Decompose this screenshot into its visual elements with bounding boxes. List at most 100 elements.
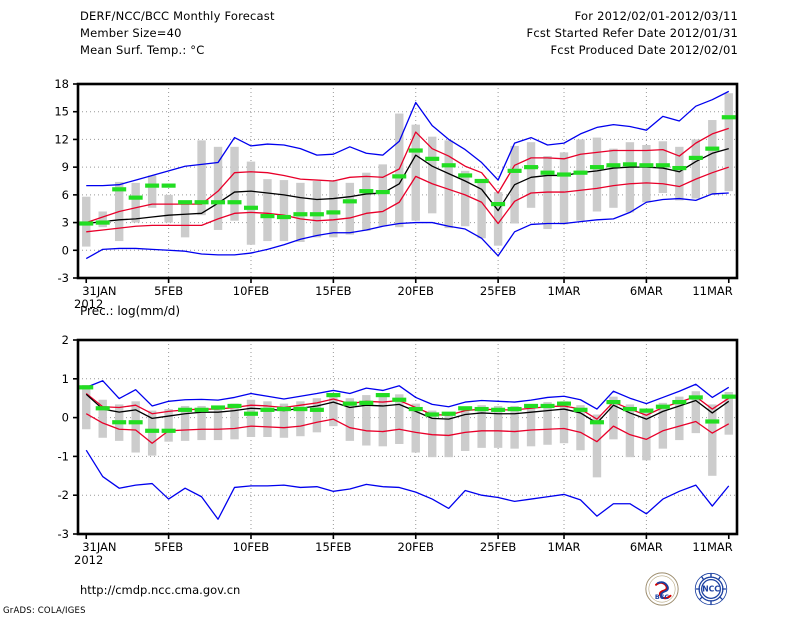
- y-tick-label: 6: [62, 188, 69, 202]
- y-tick-label: 0: [62, 411, 69, 425]
- ensemble-spread-bar: [625, 404, 635, 458]
- ensemble-spread-bar: [708, 404, 717, 476]
- ensemble-spread-bar: [263, 179, 272, 242]
- series-line: [85, 413, 730, 444]
- ensemble-spread-bar: [246, 161, 256, 245]
- ensemble-spread-bar: [395, 394, 404, 444]
- ensemble-spread-bar: [213, 146, 223, 230]
- precipitation-unit-label: Prec.: log(mm/d): [80, 304, 181, 318]
- ensemble-spread-bar: [378, 395, 387, 447]
- series-line: [85, 380, 730, 410]
- x-tick-label: 20FEB: [398, 284, 435, 298]
- ensemble-spread-bar: [312, 398, 322, 433]
- temperature-unit-label: Mean Surf. Temp.: °C: [80, 43, 205, 57]
- ensemble-spread-bar: [642, 144, 651, 203]
- bcc-logo-icon: BCC: [645, 572, 679, 606]
- y-tick-label: -3: [58, 527, 69, 541]
- ensemble-spread-bar: [164, 409, 173, 442]
- ensemble-spread-bar: [312, 181, 322, 238]
- series-line: [86, 166, 729, 233]
- ensemble-spread-bar: [329, 181, 338, 238]
- ensemble-spread-bar: [345, 182, 355, 235]
- y-tick-label: 2: [62, 333, 69, 347]
- ensemble-spread-bar: [675, 146, 684, 201]
- x-tick-label: 20FEB: [398, 540, 435, 554]
- x-tick-label: 1MAR: [547, 540, 580, 554]
- ensemble-spread-bar: [428, 136, 437, 214]
- ensemble-spread-bar: [724, 93, 733, 192]
- x-tick-label: 1MAR: [547, 284, 580, 298]
- x-tick-label: 25FEB: [480, 284, 517, 298]
- ensemble-spread-bar: [98, 211, 107, 228]
- ensemble-spread-bar: [708, 120, 717, 195]
- ensemble-spread-bar: [592, 137, 602, 212]
- ensemble-spread-bar: [526, 142, 536, 208]
- ensemble-spread-bar: [230, 146, 239, 221]
- ensemble-spread-bar: [510, 405, 519, 449]
- ensemble-spread-bar: [131, 401, 140, 453]
- y-tick-label: 12: [54, 132, 69, 146]
- forecast-start-label: Fcst Started Refer Date 2012/01/31: [526, 26, 738, 40]
- ensemble-spread-bar: [691, 139, 701, 199]
- ensemble-spread-bar: [609, 396, 618, 440]
- series-line: [86, 90, 730, 187]
- x-tick-label: 31JAN: [82, 284, 116, 298]
- page-title: DERF/NCC/BCC Monthly Forecast: [80, 9, 275, 23]
- ensemble-spread-bar: [345, 398, 355, 441]
- ensemble-spread-bar: [526, 404, 536, 447]
- y-tick-label: 1: [62, 372, 69, 386]
- ensemble-spread-bar: [411, 124, 420, 221]
- y-tick-label: -3: [58, 271, 69, 285]
- ensemble-spread-bar: [477, 180, 486, 239]
- y-tick-label: 9: [62, 160, 69, 174]
- ensemble-spread-bar: [642, 410, 651, 461]
- ensemble-spread-bar: [180, 405, 190, 441]
- series-line: [85, 449, 730, 520]
- precipitation-chart-panel: -3 -2 -1 0 1 2 31JAN 5FEB 10FEB 15FEB 20FEB 25FEB 1M…: [0, 318, 800, 570]
- x-tick-label: 15FEB: [315, 540, 352, 554]
- x-axis-year-label: 2012: [74, 553, 103, 567]
- ensemble-spread-bar: [493, 192, 503, 246]
- temperature-chart-panel: -3 0 3 6 9 12 15 18 31JAN 5FEB 10FEB 15FEB 20FEB 25FE…: [0, 62, 800, 314]
- x-tick-label: 6MAR: [630, 284, 663, 298]
- y-tick-label: 3: [62, 216, 69, 230]
- ensemble-spread-bar: [576, 139, 585, 221]
- ensemble-spread-bar: [197, 405, 206, 441]
- ensemble-spread-bar: [147, 175, 157, 208]
- svg-text:BCC: BCC: [655, 593, 670, 601]
- ensemble-spread-bar: [180, 202, 190, 238]
- ensemble-spread-bar: [213, 405, 223, 441]
- ensemble-spread-bar: [691, 391, 701, 434]
- y-tick-label: -1: [58, 449, 69, 463]
- x-tick-label: 11MAR: [692, 540, 732, 554]
- x-tick-label: 31JAN: [82, 540, 116, 554]
- precipitation-chart-svg: -3 -2 -1 0 1 2 31JAN 5FEB 10FEB 15FEB 20FEB 25FEB 1M…: [58, 333, 739, 567]
- member-size-label: Member Size=40: [80, 26, 182, 40]
- x-tick-label: 5FEB: [154, 540, 183, 554]
- plot-frame: [76, 338, 739, 536]
- ensemble-spread-bar: [378, 164, 387, 227]
- ensemble-spread-bar: [444, 412, 453, 458]
- ensemble-spread-bar: [296, 401, 305, 437]
- cmdp-url-link[interactable]: http://cmdp.ncc.cma.gov.cn: [80, 583, 241, 597]
- agency-logos: BCC NCC: [645, 572, 750, 606]
- ensemble-spread-bar: [625, 142, 635, 213]
- ensemble-spread-bar: [724, 391, 733, 435]
- ensemble-spread-bar: [329, 393, 338, 427]
- plot-frame: [76, 82, 739, 280]
- y-tick-label: -2: [58, 488, 69, 502]
- x-tick-label: 15FEB: [315, 284, 352, 298]
- x-tick-label: 25FEB: [480, 540, 517, 554]
- ensemble-spread-bar: [147, 410, 157, 456]
- x-tick-label: 11MAR: [692, 284, 732, 298]
- ensemble-spread-bar: [543, 402, 552, 445]
- ensemble-spread-bar: [477, 405, 486, 448]
- svg-text:NCC: NCC: [702, 585, 720, 594]
- ensemble-spread-bar: [263, 401, 272, 437]
- ensemble-spread-bar: [411, 403, 420, 453]
- ensemble-spread-bar: [444, 140, 453, 229]
- ensemble-spread-bar: [559, 152, 569, 225]
- x-tick-label: 10FEB: [233, 540, 270, 554]
- ensemble-spread-bar: [246, 399, 256, 437]
